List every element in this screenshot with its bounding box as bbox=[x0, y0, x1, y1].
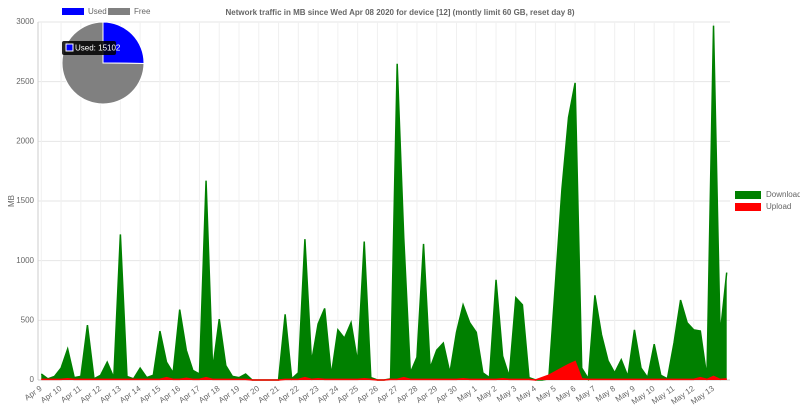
x-tick-label: May 2 bbox=[475, 384, 498, 404]
legend-label: Upload bbox=[766, 202, 791, 211]
tooltip-box bbox=[62, 41, 116, 55]
x-tick-label: May 4 bbox=[515, 384, 538, 404]
x-tick-label: Apr 27 bbox=[375, 384, 400, 405]
x-tick-label: Apr 19 bbox=[217, 384, 242, 405]
legend-swatch bbox=[62, 8, 84, 15]
x-tick-label: Apr 24 bbox=[316, 384, 341, 405]
tooltip: Used: 15102 bbox=[62, 41, 121, 55]
tooltip-text: Used: 15102 bbox=[75, 44, 121, 53]
x-tick-label: Apr 18 bbox=[197, 384, 222, 405]
x-tick-label: Apr 22 bbox=[276, 384, 301, 405]
x-tick-label: Apr 15 bbox=[138, 384, 163, 405]
x-tick-label: May 5 bbox=[535, 384, 558, 404]
x-tick-label: May 3 bbox=[495, 384, 518, 404]
x-tick-label: Apr 10 bbox=[39, 384, 64, 405]
x-tick-label: Apr 12 bbox=[78, 384, 103, 405]
x-tick-label: May 7 bbox=[574, 384, 597, 404]
x-tick-label: May 1 bbox=[456, 384, 479, 404]
x-tick-label: May 8 bbox=[594, 384, 617, 404]
chart-title: Network traffic in MB since Wed Apr 08 2… bbox=[226, 8, 575, 17]
x-tick-label: Apr 14 bbox=[118, 384, 143, 405]
x-tick-label: May 13 bbox=[689, 384, 716, 407]
series-area bbox=[41, 25, 727, 381]
legend-swatch bbox=[108, 8, 130, 15]
x-tick-label: Apr 30 bbox=[434, 384, 459, 405]
x-tick-label: Apr 23 bbox=[296, 384, 321, 405]
x-tick-label: Apr 28 bbox=[395, 384, 420, 405]
y-tick-label: 2000 bbox=[16, 136, 34, 145]
x-tick-label: Apr 16 bbox=[158, 384, 183, 405]
series-line bbox=[40, 25, 728, 382]
legend-swatch bbox=[735, 203, 761, 211]
y-axis-label: MB bbox=[7, 195, 16, 207]
legend-swatch bbox=[735, 191, 761, 199]
tooltip-swatch bbox=[65, 43, 74, 52]
x-tick-label: May 6 bbox=[554, 384, 577, 404]
y-tick-label: 1500 bbox=[16, 196, 34, 205]
series-area bbox=[41, 361, 727, 380]
x-tick-label: Apr 11 bbox=[59, 384, 83, 405]
y-tick-label: 0 bbox=[30, 375, 35, 384]
y-tick-label: 2500 bbox=[16, 77, 34, 86]
x-tick-label: Apr 20 bbox=[237, 384, 262, 405]
x-tick-label: Apr 25 bbox=[336, 384, 361, 405]
y-tick-label: 500 bbox=[21, 315, 35, 324]
x-tick-label: Apr 17 bbox=[177, 384, 202, 405]
legend-label: Download bbox=[766, 190, 800, 199]
x-tick-label: Apr 13 bbox=[98, 384, 123, 405]
y-tick-label: 3000 bbox=[16, 17, 34, 26]
legend-label: Used bbox=[88, 7, 107, 16]
x-tick-label: Apr 26 bbox=[355, 384, 380, 405]
y-tick-label: 1000 bbox=[16, 256, 34, 265]
x-tick-label: Apr 29 bbox=[415, 384, 440, 405]
series-line bbox=[41, 360, 727, 381]
legend-label: Free bbox=[134, 7, 151, 16]
x-tick-label: Apr 21 bbox=[256, 384, 281, 405]
